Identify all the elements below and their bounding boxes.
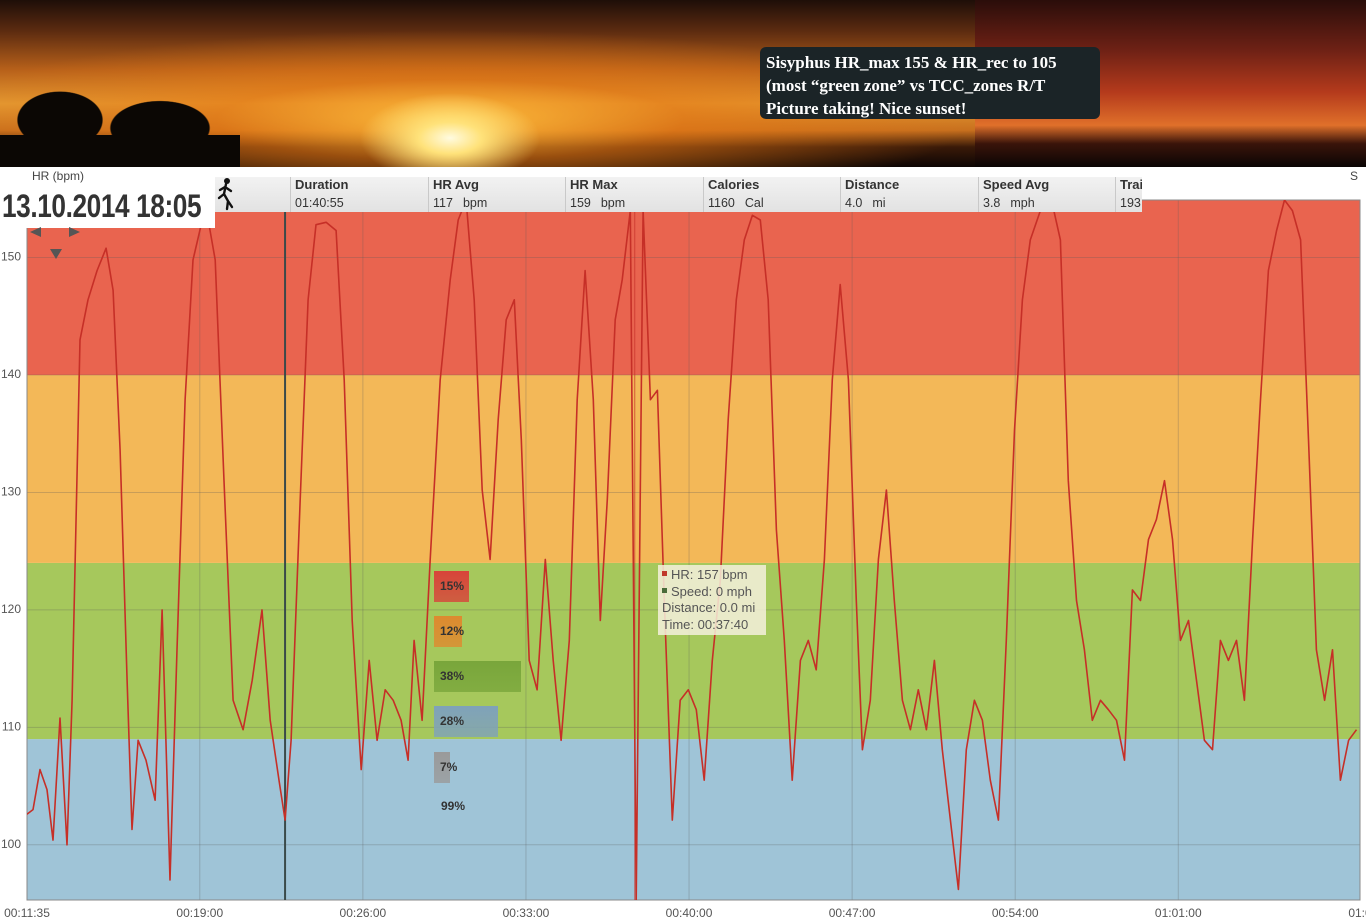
stat-cell: Distance 4.0 mi — [840, 177, 978, 212]
stat-unit: mph — [1010, 196, 1035, 210]
x-tick-label: 00:19:00 — [176, 906, 223, 920]
stat-label: Distance — [845, 177, 900, 192]
note-line: (most “green zone” vs TCC_zones R/T — [766, 76, 1046, 95]
tooltip-row: Distance: 0.0 mi — [662, 600, 762, 617]
note-line: Picture taking! Nice sunset! — [766, 99, 967, 118]
note-line: Sisyphus HR_max 155 & HR_rec to 105 — [766, 53, 1057, 72]
stat-cell: HR Avg 117 bpm — [428, 177, 566, 212]
x-tick-label: 01:0 — [1348, 906, 1366, 920]
stat-value-row: 117 bpm — [433, 196, 487, 210]
x-tick-label: 00:33:00 — [503, 906, 550, 920]
date-box: 13.10.2014 18:05 — [0, 184, 215, 228]
banner: Sisyphus HR_max 155 & HR_rec to 105 (mos… — [0, 0, 1366, 167]
stat-cell: HR Max 159 bpm — [565, 177, 703, 212]
hr-zone — [27, 375, 1360, 563]
stat-label: Duration — [295, 177, 349, 192]
hr-line — [27, 200, 1358, 900]
tooltip-text: HR: 157 bpm — [671, 567, 748, 582]
tooltip-swatch — [662, 587, 667, 593]
stat-value-row: 193 — [1120, 196, 1141, 210]
stat-value-row: 1160 Cal — [708, 196, 764, 210]
tooltip-text: Distance: 0.0 mi — [662, 600, 756, 615]
stat-unit: Cal — [744, 196, 764, 210]
stat-unit: mi — [872, 196, 886, 210]
stat-cell: Duration 01:40:55 — [290, 177, 428, 212]
runner-icon — [217, 178, 234, 211]
stat-label: Speed Avg — [983, 177, 1050, 192]
stat-value: 1160 — [708, 196, 735, 210]
stat-cell: Trai 193 — [1115, 177, 1142, 212]
stat-label: HR Max — [570, 177, 618, 192]
nav-right[interactable] — [69, 227, 80, 237]
tooltip-text: Time: 00:37:40 — [662, 616, 749, 632]
y-tick-label: 120 — [1, 602, 21, 616]
stat-value-row: 4.0 mi — [845, 196, 886, 210]
tooltip: HR: 157 bpm Speed: 0 mph Distance: 0.0 mi T… — [658, 565, 766, 635]
tree-silhouette — [0, 80, 240, 167]
zone-share-total: 99% — [441, 799, 466, 813]
zone-share-bar — [434, 752, 451, 783]
x-tick-label: 00:47:00 — [829, 906, 876, 920]
stat-value-row: 159 bpm — [570, 196, 625, 210]
tooltip-row: Speed: 0 mph — [662, 584, 762, 601]
session-date: 13.10.2014 18:05 — [2, 188, 202, 224]
zone-share-label: 7% — [440, 760, 458, 774]
x-tick-label: 00:11:35 — [4, 906, 50, 920]
y-tick-label: 110 — [2, 720, 21, 734]
zone-share-label: 15% — [440, 579, 465, 593]
stat-value: 193 — [1120, 196, 1141, 210]
stat-value: 01:40:55 — [295, 196, 344, 210]
stat-value-row: 01:40:55 — [295, 196, 344, 210]
y-axis-label: HR (bpm) — [32, 169, 85, 183]
x-tick-label: 01:01:00 — [1155, 906, 1202, 920]
zone-share-bar — [434, 661, 522, 692]
nav-down[interactable] — [50, 249, 62, 259]
tooltip-row: Time: 00:37:40 — [662, 617, 762, 634]
hr-zone — [27, 739, 1360, 900]
hr-zone — [27, 200, 1360, 375]
stat-cell: Speed Avg 3.8 mph — [978, 177, 1116, 212]
stat-label: HR Avg — [433, 177, 479, 192]
zone-share-bar — [434, 616, 462, 647]
y2-axis-label: S — [1350, 169, 1359, 183]
stat-label: Trai — [1120, 177, 1142, 192]
stat-label: Calories — [708, 177, 760, 192]
nav-left[interactable] — [30, 227, 41, 237]
zone-share-bar — [434, 706, 499, 737]
zone-share-label: 12% — [440, 624, 465, 638]
stat-value: 117 — [433, 196, 453, 210]
stat-value-row: 3.8 mph — [983, 196, 1035, 210]
zone-share-bar — [434, 571, 469, 602]
stat-cell: Calories 1160 Cal — [703, 177, 841, 212]
y-tick-label: 140 — [1, 367, 21, 381]
y-tick-label: 130 — [1, 485, 21, 499]
stat-value: 3.8 — [983, 196, 1001, 210]
stats-bar: Duration 01:40:55 HR Avg 117 bpm HR Max 159 bpm… — [215, 177, 1142, 212]
tooltip-swatch — [662, 571, 667, 576]
stat-value: 4.0 — [845, 196, 863, 210]
y-tick-label: 150 — [1, 250, 21, 264]
stat-value: 159 — [570, 196, 591, 210]
y-tick-label: 100 — [1, 837, 21, 851]
x-tick-label: 00:40:00 — [666, 906, 713, 920]
tooltip-row: HR: 157 bpm — [662, 567, 762, 584]
x-tick-label: 00:54:00 — [992, 906, 1039, 920]
zone-share-label: 38% — [440, 669, 465, 683]
tooltip-text: Speed: 0 mph — [671, 583, 752, 599]
stat-unit: bpm — [600, 196, 626, 210]
stat-unit: bpm — [462, 196, 488, 210]
banner-note: Sisyphus HR_max 155 & HR_rec to 105 (mos… — [760, 47, 1100, 119]
x-tick-label: 00:26:00 — [340, 906, 387, 920]
nav-arrows[interactable] — [28, 226, 88, 262]
zone-share-label: 28% — [440, 714, 465, 728]
